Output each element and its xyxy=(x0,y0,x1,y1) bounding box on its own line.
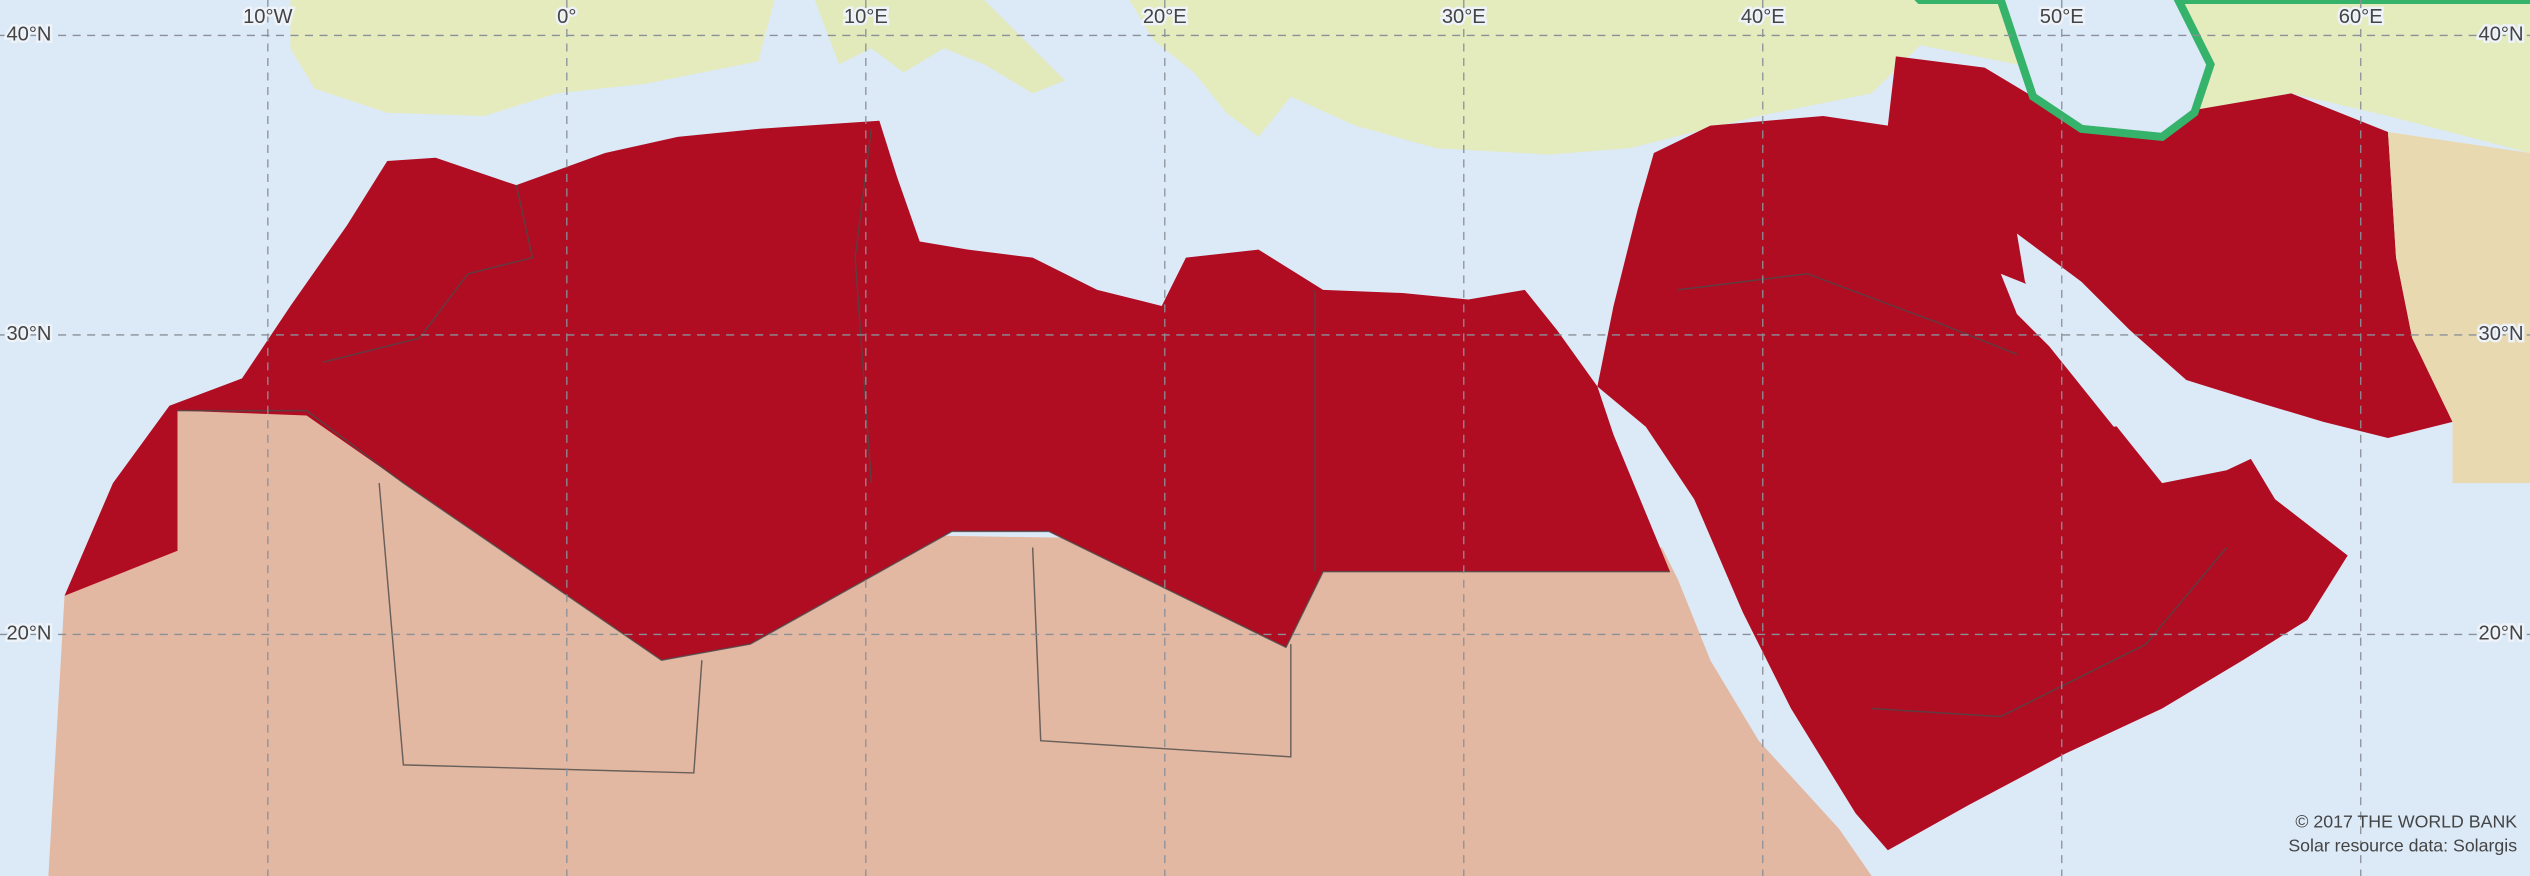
latitude-label: 20°N xyxy=(2479,623,2524,645)
longitude-label: 20°E xyxy=(1143,6,1187,28)
border xyxy=(1031,547,1292,758)
solar-middle-east xyxy=(1597,56,2453,851)
longitude-label: 60°E xyxy=(2339,6,2383,28)
longitude-label: 10°E xyxy=(844,6,888,28)
persian-gulf xyxy=(2000,273,2211,443)
longitude-label: 0° xyxy=(557,6,576,28)
land-east xyxy=(2388,132,2530,484)
longitude-label: 50°E xyxy=(2040,6,2084,28)
longitude-label: 30°E xyxy=(1442,6,1486,28)
border xyxy=(1677,273,2018,355)
land-europe xyxy=(814,0,1065,94)
border xyxy=(378,483,703,774)
latitude-label: 40°N xyxy=(2479,24,2524,46)
data-source: Solar resource data: Solargis xyxy=(2288,836,2517,856)
caspian-sea xyxy=(1914,0,2530,142)
copyright: © 2017 THE WORLD BANK xyxy=(2295,812,2517,832)
latitude-label: 40°N xyxy=(6,24,51,46)
land-europe xyxy=(290,0,775,116)
latitude-label: 30°N xyxy=(6,323,51,345)
border xyxy=(177,409,1670,661)
latitude-label: 30°N xyxy=(2479,323,2524,345)
border xyxy=(322,185,534,364)
longitude-label: 40°E xyxy=(1741,6,1785,28)
border xyxy=(1871,547,2228,718)
longitude-label: 10°W xyxy=(243,6,292,28)
latitude-label: 20°N xyxy=(6,623,51,645)
